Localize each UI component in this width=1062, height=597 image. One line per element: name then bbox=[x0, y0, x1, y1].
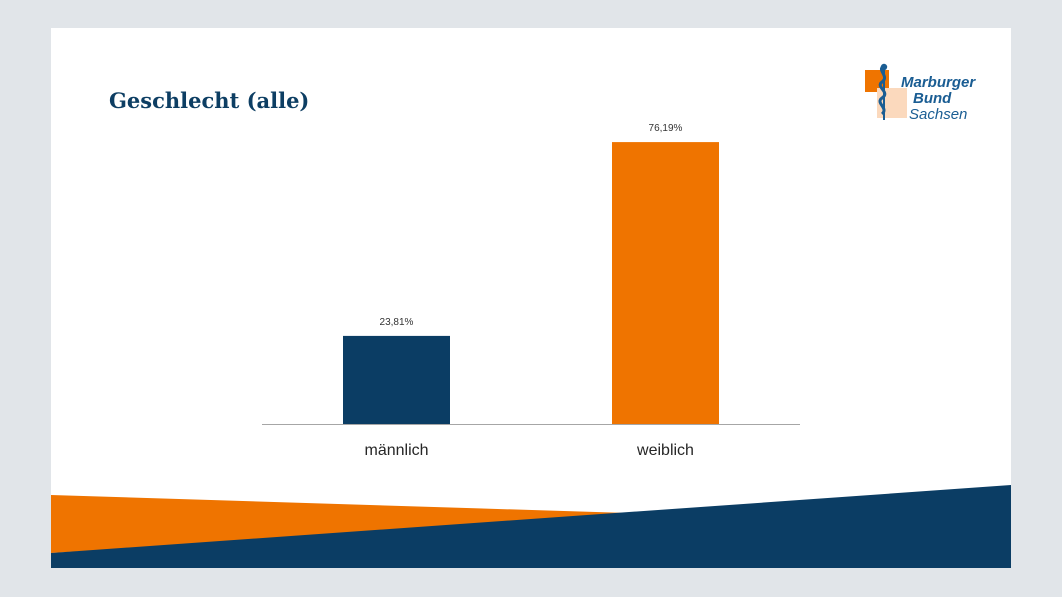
slide: Geschlecht (alle) Marburger Bund Sachsen… bbox=[51, 28, 1011, 568]
data-label-1: 76,19% bbox=[649, 123, 683, 134]
category-label-1: weiblich bbox=[636, 442, 694, 459]
logo-graphic: Marburger Bund Sachsen bbox=[865, 63, 976, 123]
bar-chart: 23,81% 76,19% männlich weiblich bbox=[262, 123, 800, 459]
bar-0 bbox=[343, 335, 450, 424]
orange-wedge-decoration bbox=[51, 495, 691, 553]
category-label-0: männlich bbox=[364, 442, 428, 459]
data-label-0: 23,81% bbox=[380, 317, 414, 328]
bar-1 bbox=[612, 142, 719, 425]
marburger-bund-logo: Marburger Bund Sachsen bbox=[863, 62, 993, 124]
page-title: Geschlecht (alle) bbox=[109, 88, 310, 113]
svg-text:Marburger: Marburger bbox=[901, 74, 976, 91]
svg-text:Bund: Bund bbox=[913, 90, 952, 107]
navy-wedge-decoration bbox=[51, 485, 1011, 568]
svg-text:Sachsen: Sachsen bbox=[909, 106, 967, 123]
footer-decoration bbox=[51, 485, 1011, 568]
